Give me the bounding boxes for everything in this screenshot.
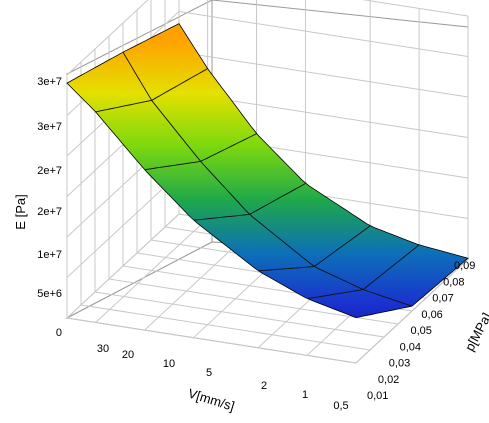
grid-line <box>361 0 469 17</box>
z-tick-label: 5e+6 <box>37 288 62 300</box>
y-axis-title: p[MPa] <box>462 310 489 353</box>
v-tick-label: 1 <box>302 389 308 401</box>
x-axis-title: V[mm/s] <box>186 386 236 414</box>
grid-line <box>94 291 385 338</box>
surface <box>66 23 469 319</box>
v-tick-label: 10 <box>163 358 175 370</box>
z-tick-label: 3e+7 <box>37 121 62 133</box>
z-tick-label: 2e+7 <box>37 165 62 177</box>
p-tick-label: 0,03 <box>389 358 410 370</box>
v-tick-label: 0,5 <box>333 400 348 412</box>
z-tick-labels: 0 5e+6 1e+7 2e+7 2e+7 3e+7 3e+7 <box>37 76 62 339</box>
grid-line <box>80 304 371 351</box>
grid-line <box>178 51 469 98</box>
surface-mesh-line <box>122 51 413 307</box>
p-tick-label: 0,06 <box>421 309 442 321</box>
p-tick-label: 0,05 <box>411 325 432 337</box>
grid-line <box>66 317 357 364</box>
z-tick-label: 2e+7 <box>37 206 62 218</box>
z-tick-label: 0 <box>56 327 62 339</box>
surface-mesh-line <box>258 225 371 272</box>
grid-line <box>178 11 469 57</box>
v-tick-label: 2 <box>261 380 267 392</box>
surface-mesh-lines <box>95 51 420 307</box>
p-tick-label: 0,01 <box>367 390 388 402</box>
z-tick-label: 1e+7 <box>37 249 62 261</box>
p-tick-labels: 0,01 0,02 0,03 0,04 0,05 0,06 0,07 0,08 … <box>367 260 475 402</box>
v-tick-labels: 30 20 10 5 2 1 0,5 <box>97 343 349 412</box>
grid-line <box>108 278 399 325</box>
v-tick-label: 30 <box>97 343 109 355</box>
v-tick-label: 5 <box>206 367 212 379</box>
p-tick-label: 0,07 <box>432 293 453 305</box>
p-tick-label: 0,08 <box>443 276 464 288</box>
p-tick-label: 0,04 <box>400 341 421 353</box>
p-tick-label: 0,02 <box>378 374 399 386</box>
surface-fill <box>66 23 469 319</box>
z-axis-title: E [Pa] <box>13 194 28 229</box>
z-tick-label: 3e+7 <box>37 76 62 88</box>
p-tick-label: 0,09 <box>454 260 475 272</box>
v-tick-label: 20 <box>122 349 134 361</box>
